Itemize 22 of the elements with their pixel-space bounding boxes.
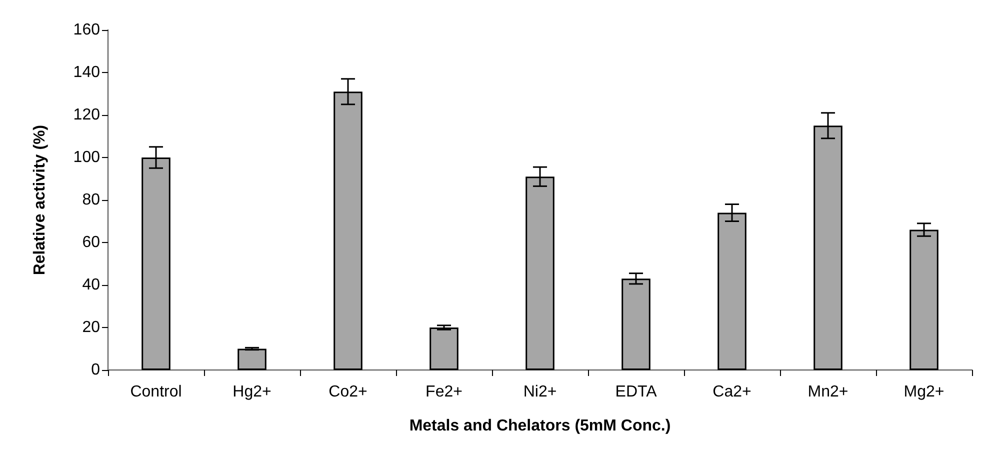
- y-tick-label: 140: [73, 64, 100, 81]
- y-tick-label: 60: [82, 234, 100, 251]
- y-tick-label: 120: [73, 106, 100, 124]
- x-tick-label: Control: [130, 384, 182, 400]
- x-tick-label: Mg2+: [904, 384, 944, 400]
- y-axis-title: Relative activity (%): [32, 124, 48, 276]
- x-tick-label: Fe2+: [426, 384, 462, 400]
- x-tick-label: Hg2+: [232, 384, 272, 400]
- x-tick-label: EDTA: [615, 384, 658, 400]
- x-tick-label: Ca2+: [712, 384, 752, 400]
- y-tick-label: 40: [82, 276, 100, 294]
- bar: [238, 348, 266, 370]
- x-tick-label: Mn2+: [808, 384, 848, 400]
- y-tick-label: 0: [91, 362, 100, 378]
- y-tick-label: 160: [73, 22, 100, 38]
- x-tick-label: Co2+: [328, 384, 368, 400]
- y-tick-label: 100: [73, 149, 100, 166]
- bar: [430, 328, 458, 370]
- x-axis-title: Metals and Chelators (5mM Conc.): [409, 418, 671, 434]
- y-tick-label: 20: [82, 319, 100, 336]
- y-tick-label: 80: [82, 192, 100, 208]
- x-tick-label: Ni2+: [523, 384, 557, 400]
